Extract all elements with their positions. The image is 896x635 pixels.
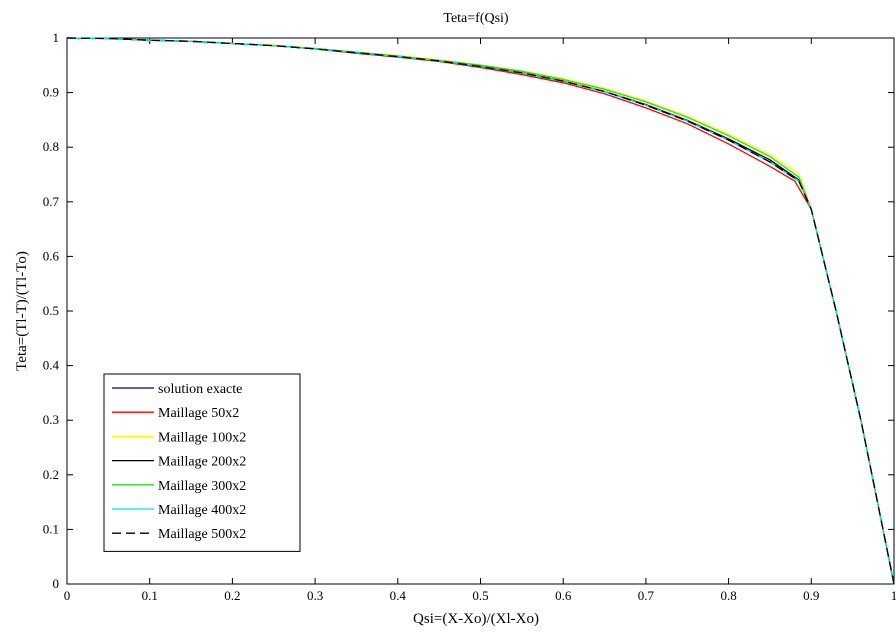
- legend-label: Maillage 300x2: [158, 479, 246, 494]
- y-tick-label: 0.7: [43, 194, 60, 209]
- legend-label: Maillage 100x2: [158, 430, 246, 445]
- legend-label: Maillage 500x2: [158, 527, 246, 542]
- chart-title: Teta=f(Qsi): [443, 11, 509, 26]
- legend-box: [103, 373, 301, 552]
- y-tick-label: 0.5: [43, 303, 59, 318]
- x-tick-label: 0: [64, 588, 71, 603]
- y-tick-label: 0.9: [43, 85, 59, 100]
- x-tick-label: 0.2: [224, 588, 240, 603]
- legend-label: Maillage 200x2: [158, 455, 246, 470]
- x-tick-label: 0.4: [390, 588, 407, 603]
- x-tick-label: 1: [891, 588, 896, 603]
- y-axis-label: Teta=(Tl-T)/(Tl-To): [14, 251, 30, 371]
- y-tick-label: 0.6: [43, 248, 60, 263]
- y-tick-label: 0.8: [43, 139, 59, 154]
- plot-area: 0 0.1 0.2 0.3 0.4 0.5 0.6 0.7 0.8 0.9 1 0 0.1 0.2 0.3 0…: [43, 30, 896, 603]
- legend-label: Maillage 50x2: [158, 406, 239, 421]
- y-tick-label: 0.4: [43, 358, 60, 373]
- x-tick-label: 0.1: [142, 588, 158, 603]
- x-tick-label: 0.5: [472, 588, 488, 603]
- x-axis-label: Qsi=(X-Xo)/(Xl-Xo): [413, 611, 539, 627]
- x-tick-label: 0.6: [555, 588, 572, 603]
- y-tick-label: 1: [53, 30, 60, 45]
- x-tick-label: 0.3: [307, 588, 323, 603]
- x-tick-label: 0.9: [803, 588, 819, 603]
- y-tick-label: 0: [53, 576, 60, 591]
- y-tick-label: 0.1: [43, 521, 59, 536]
- x-tick-label: 0.7: [638, 588, 655, 603]
- legend-label: Maillage 400x2: [158, 503, 246, 518]
- y-tick-label: 0.3: [43, 412, 59, 427]
- series-line-7: [66, 37, 895, 585]
- legend-label: solution exacte: [158, 382, 242, 397]
- legend: solution exacte Maillage 50x2 Maillage 100…: [103, 373, 301, 552]
- y-tick-label: 0.2: [43, 467, 59, 482]
- x-tick-label: 0.8: [720, 588, 736, 603]
